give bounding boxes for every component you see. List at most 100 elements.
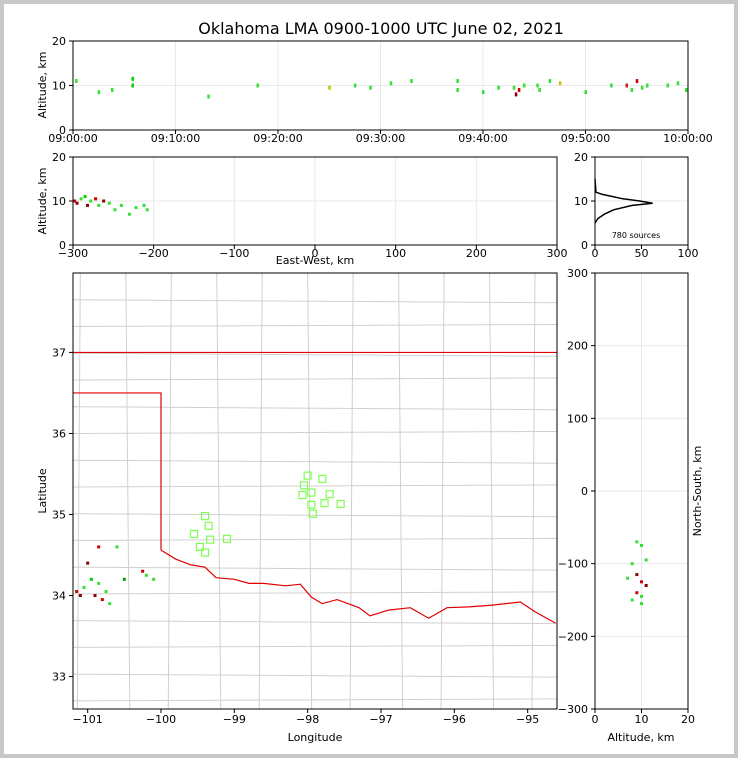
map-source-point [75, 589, 79, 593]
ns-source-point [644, 583, 648, 587]
ew-source-point [145, 208, 149, 212]
station-marker [204, 521, 213, 530]
county-boundary [489, 273, 495, 709]
ew-source-point [75, 201, 79, 205]
county-boundary [125, 273, 131, 709]
time-source-point [456, 79, 459, 84]
station-marker [299, 481, 309, 490]
station-marker [200, 548, 210, 557]
station-marker [307, 488, 316, 497]
state-boundary-panhandle [73, 392, 162, 551]
station-marker [298, 490, 307, 500]
time-panel-ylabel: Altitude, km [36, 51, 49, 118]
time-source-point [369, 85, 372, 90]
ns-source-point [640, 580, 643, 584]
county-boundary [216, 273, 222, 709]
ew-alt-tick-label: 20 [52, 151, 66, 164]
ew-source-point [113, 208, 117, 212]
station-marker [222, 534, 232, 543]
ns-source-point [635, 573, 639, 577]
alt-tick-label: 10 [52, 80, 66, 93]
time-panel-frame [72, 40, 689, 131]
ew-panel-ylabel: Altitude, km [36, 167, 49, 234]
county-boundary [73, 673, 557, 678]
lat-tick-label: 33 [52, 671, 66, 684]
ew-source-point [79, 197, 83, 201]
map-source-point [104, 589, 108, 593]
ns-tick-label: −100 [558, 558, 588, 571]
hist-tick-label: 0 [592, 247, 599, 260]
hist-panel-frame [594, 156, 689, 246]
county-boundary [349, 273, 354, 709]
ew-source-point [107, 201, 111, 205]
ew-source-point [127, 212, 131, 216]
county-boundary [73, 299, 557, 304]
time-source-point [558, 81, 562, 86]
map-source-point [141, 569, 145, 573]
ew-source-point [89, 199, 93, 203]
time-source-point [646, 83, 649, 88]
county-boundary [73, 591, 557, 595]
ew-tick-label: −200 [139, 247, 169, 260]
county-boundary [531, 273, 536, 709]
lat-tick-label: 35 [52, 509, 66, 522]
ew-source-point [102, 199, 106, 203]
ew-source-point [86, 203, 90, 207]
time-source-point [389, 81, 393, 86]
time-source-point [207, 94, 210, 99]
time-source-point [538, 87, 541, 92]
county-boundary [73, 644, 557, 648]
time-source-point [353, 83, 357, 88]
time-source-point [517, 87, 521, 92]
map-source-point [152, 577, 156, 581]
time-source-point [256, 83, 259, 88]
lat-tick-label: 37 [52, 346, 66, 359]
ew-tick-label: 300 [547, 247, 568, 260]
map-source-point [108, 602, 112, 606]
county-boundary [73, 484, 557, 488]
ns-alt-tick-label: 20 [681, 713, 695, 726]
county-boundary [398, 273, 404, 709]
time-source-point [75, 79, 78, 84]
time-tick-label: 09:00:00 [48, 132, 97, 145]
station-marker [307, 500, 316, 509]
ew-source-point [97, 203, 101, 207]
hist-alt-tick-label: 20 [574, 151, 588, 164]
time-tick-label: 09:40:00 [458, 132, 507, 145]
map-source-point [86, 561, 90, 565]
lon-tick-label: −96 [443, 713, 466, 726]
time-tick-label: 09:50:00 [561, 132, 610, 145]
ew-tick-label: −100 [219, 247, 249, 260]
time-tick-label: 09:10:00 [151, 132, 200, 145]
time-source-point [536, 83, 539, 88]
time-source-point [548, 79, 552, 84]
map-source-point [115, 545, 119, 549]
map-source-point [144, 573, 148, 577]
ns-tick-label: −200 [558, 630, 588, 643]
ew-source-point [94, 197, 98, 201]
ew-alt-tick-label: 0 [59, 239, 66, 252]
ew-panel-frame [72, 156, 558, 246]
time-source-point [497, 85, 500, 90]
ew-tick-label: 0 [312, 247, 319, 260]
map-ylabel: Latitude [36, 468, 49, 514]
station-marker [320, 499, 329, 508]
lon-tick-label: −97 [369, 713, 392, 726]
time-source-point [630, 87, 634, 92]
ns-source-point [640, 544, 643, 547]
ns-source-point [626, 576, 630, 580]
county-boundary [440, 273, 445, 709]
time-tick-label: 09:20:00 [253, 132, 302, 145]
time-source-point [482, 90, 485, 95]
hist-tick-label: 50 [635, 247, 649, 260]
ew-tick-label: 100 [385, 247, 406, 260]
lat-tick-label: 34 [52, 590, 66, 603]
alt-tick-label: 0 [59, 124, 66, 137]
time-source-point [97, 90, 101, 95]
station-marker [336, 499, 345, 509]
ns-source-point [630, 562, 634, 566]
map-source-point [97, 581, 101, 585]
ns-alt-tick-label: 0 [592, 713, 599, 726]
county-boundary [258, 273, 263, 709]
county-boundary [73, 566, 557, 571]
